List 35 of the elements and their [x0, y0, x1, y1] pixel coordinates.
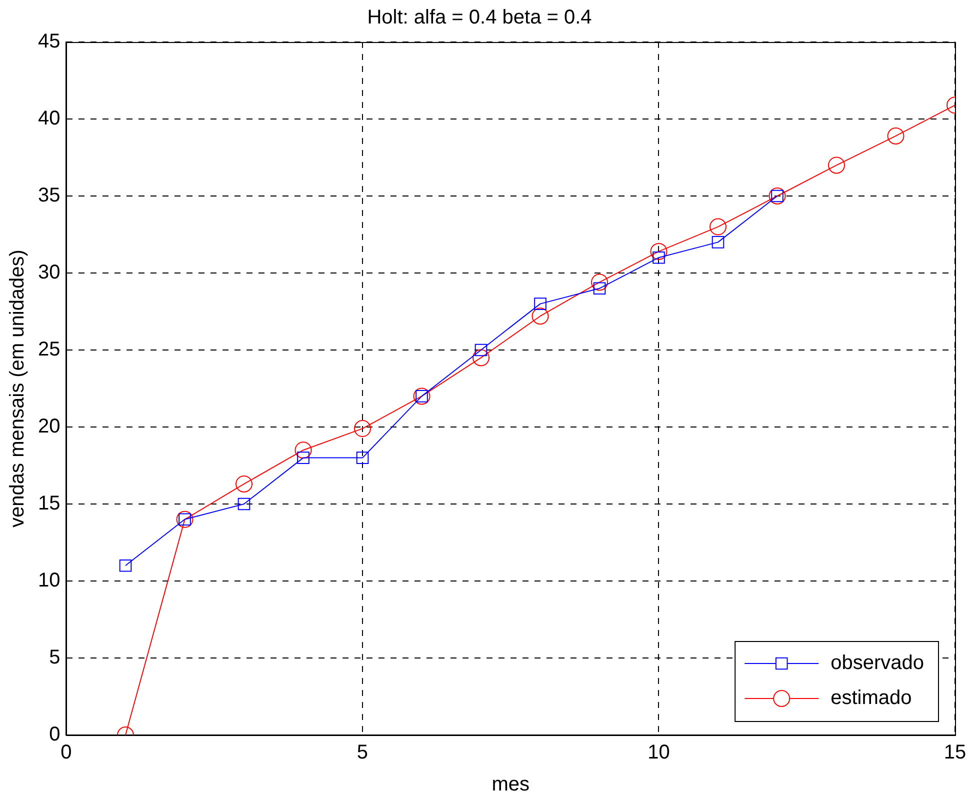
x-axis-title: mes: [492, 774, 530, 796]
point: [712, 236, 724, 248]
point: [591, 274, 608, 291]
x-tick-label: 10: [648, 742, 670, 764]
legend-label: observado: [830, 652, 924, 674]
point: [294, 442, 312, 459]
y-tick-label: 5: [49, 646, 60, 669]
point: [356, 452, 369, 464]
y-tick-label: 15: [38, 492, 60, 515]
y-tick-label: 0: [49, 724, 60, 746]
point: [474, 344, 488, 356]
point: [238, 498, 250, 510]
point: [534, 298, 546, 310]
point: [532, 308, 549, 325]
y-tick-label: 40: [38, 108, 60, 130]
y-tick-label: 35: [38, 184, 60, 207]
x-tick-label: 15: [944, 742, 966, 764]
point: [472, 349, 490, 366]
point: [710, 218, 726, 236]
point: [297, 452, 310, 464]
point: [650, 242, 668, 260]
chart-title: Holt: alfa = 0.4 beta = 0.4: [367, 6, 592, 29]
legend-label: estimado: [830, 687, 912, 710]
y-tick-label: 45: [38, 30, 60, 53]
y-tick-label: 30: [38, 262, 60, 284]
point: [887, 127, 904, 144]
point: [119, 559, 132, 572]
point: [354, 420, 371, 438]
y-tick-label: 20: [38, 416, 60, 438]
x-tick-label: 5: [356, 742, 368, 764]
point: [828, 156, 845, 174]
y-tick-label: 25: [38, 338, 60, 361]
y-axis-title: vendas mensais (em unidades): [6, 250, 29, 528]
point: [235, 475, 252, 492]
y-tick-label: 10: [38, 570, 60, 592]
